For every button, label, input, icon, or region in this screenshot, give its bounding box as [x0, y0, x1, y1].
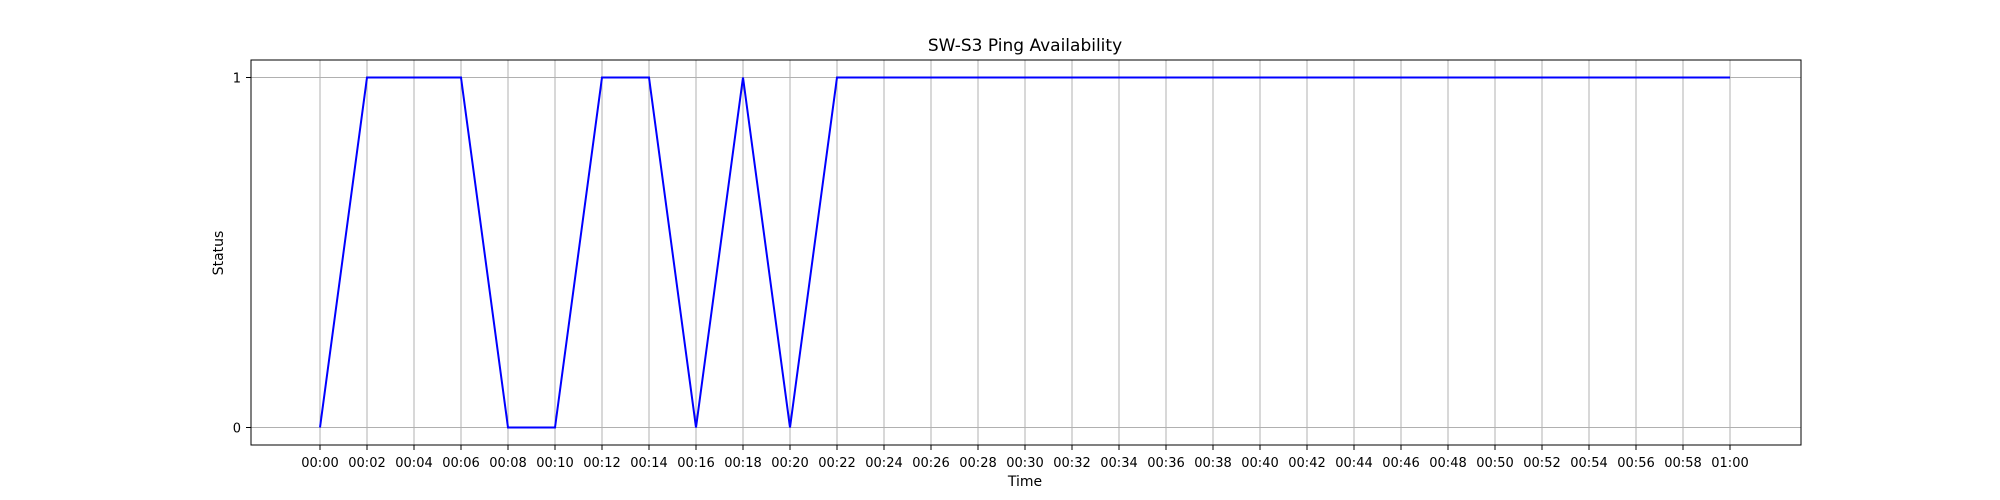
x-tick-label: 00:58	[1664, 456, 1701, 471]
x-tick-label: 00:42	[1288, 456, 1325, 471]
x-tick-label: 00:28	[959, 456, 996, 471]
x-tick-label: 00:02	[348, 456, 385, 471]
x-tick-label: 00:32	[1053, 456, 1090, 471]
x-tick-label: 00:40	[1241, 456, 1278, 471]
series-line	[319, 76, 1730, 429]
x-axis-label: Time	[1007, 474, 1042, 490]
x-tick-label: 00:00	[301, 456, 338, 471]
x-tick-label: 00:08	[489, 456, 526, 471]
x-tick-label: 00:04	[395, 456, 432, 471]
x-tick-label: 00:50	[1476, 456, 1513, 471]
plot-frame	[250, 59, 1802, 446]
x-tick-label: 00:06	[442, 456, 479, 471]
x-tick-label: 00:10	[536, 456, 573, 471]
x-tick-label: 00:44	[1335, 456, 1372, 471]
chart-title: SW-S3 Ping Availability	[928, 36, 1122, 56]
x-tick-label: 00:52	[1523, 456, 1560, 471]
x-tick-label: 00:48	[1429, 456, 1466, 471]
x-tick-label: 00:18	[724, 456, 761, 471]
x-tick-label: 00:30	[1006, 456, 1043, 471]
x-tick-label: 00:14	[630, 456, 667, 471]
y-axis: 01	[233, 72, 251, 437]
x-tick-label: 00:36	[1147, 456, 1184, 471]
x-tick-label: 00:34	[1100, 456, 1137, 471]
y-tick-label: 0	[233, 422, 241, 437]
grid-layer	[251, 60, 1801, 445]
x-tick-label: 00:20	[771, 456, 808, 471]
x-tick-label: 00:56	[1617, 456, 1654, 471]
y-axis-label: Status	[211, 231, 227, 276]
x-tick-label: 00:24	[865, 456, 902, 471]
x-tick-label: 00:16	[677, 456, 714, 471]
x-tick-label: 00:26	[912, 456, 949, 471]
x-tick-label: 01:00	[1711, 456, 1748, 471]
x-tick-label: 00:12	[583, 456, 620, 471]
x-axis: 00:00 00:02 00:04 00:06 00:08 00:10 00:12 00:14…	[301, 445, 1749, 471]
y-tick-label: 1	[233, 72, 241, 87]
x-tick-label: 00:38	[1194, 456, 1231, 471]
x-tick-label: 00:54	[1570, 456, 1607, 471]
x-tick-label: 00:22	[818, 456, 855, 471]
series-layer	[319, 76, 1730, 429]
x-tick-label: 00:46	[1382, 456, 1419, 471]
